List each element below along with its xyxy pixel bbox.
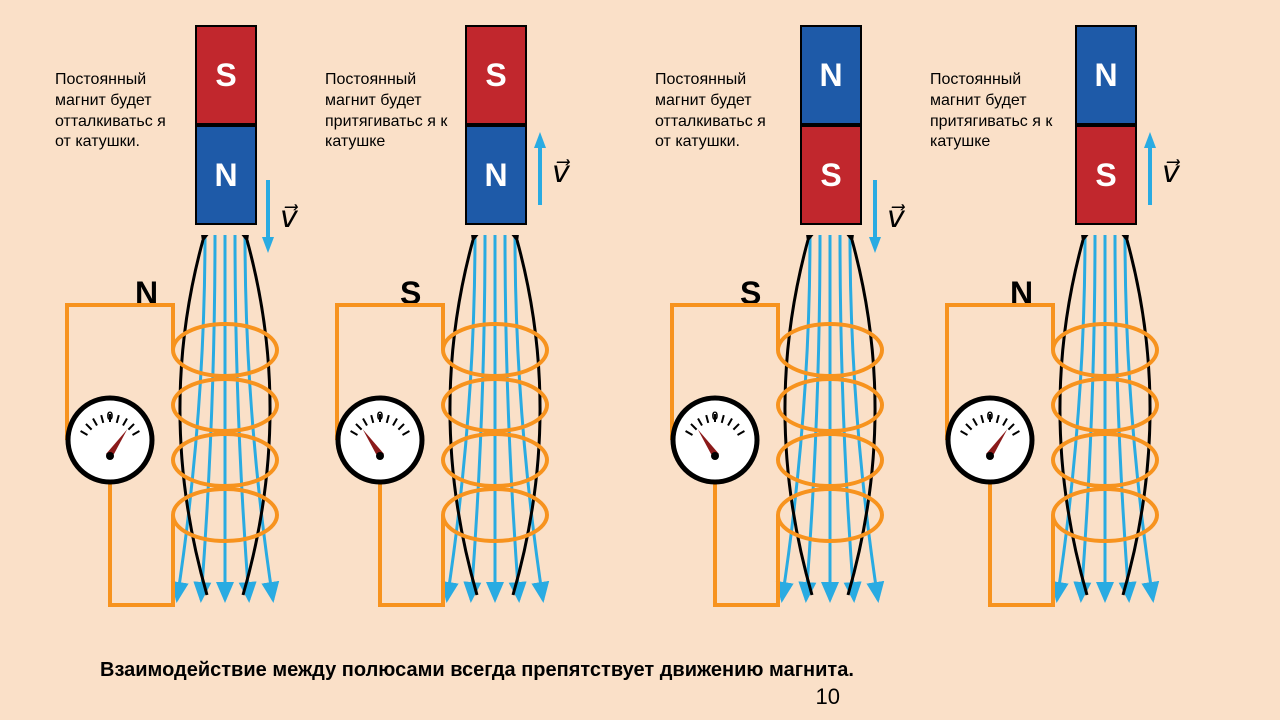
svg-text:0: 0: [712, 409, 719, 423]
bar-magnet: SN: [465, 25, 527, 225]
coil-assembly: 0: [935, 235, 1195, 655]
magnet-pole-bottom: S: [1075, 125, 1137, 225]
svg-text:0: 0: [377, 409, 384, 423]
magnet-pole-top: S: [465, 25, 527, 125]
coil-assembly: 0: [325, 235, 585, 655]
svg-text:0: 0: [987, 409, 994, 423]
page-number: 10: [816, 684, 840, 710]
magnet-pole-bottom: N: [465, 125, 527, 225]
velocity-label: v⃗: [887, 200, 905, 235]
scenario-caption: Постоянный магнит будет отталкиватьс я о…: [655, 70, 785, 153]
coil-assembly: 0: [55, 235, 315, 655]
velocity-label: v⃗: [280, 200, 298, 235]
footer-caption: Взаимодействие между полюсами всегда пре…: [100, 659, 854, 682]
bar-magnet: SN: [195, 25, 257, 225]
velocity-label: v⃗: [1162, 155, 1180, 190]
svg-text:0: 0: [107, 409, 114, 423]
magnet-pole-bottom: N: [195, 125, 257, 225]
bar-magnet: NS: [800, 25, 862, 225]
magnet-pole-bottom: S: [800, 125, 862, 225]
magnet-pole-top: S: [195, 25, 257, 125]
magnet-pole-top: N: [1075, 25, 1137, 125]
coil-assembly: 0: [660, 235, 920, 655]
scenario-caption: Постоянный магнит будет притягиватьс я к…: [325, 70, 455, 153]
scenario-caption: Постоянный магнит будет притягиватьс я к…: [930, 70, 1060, 153]
scenario-caption: Постоянный магнит будет отталкиватьс я о…: [55, 70, 185, 153]
bar-magnet: NS: [1075, 25, 1137, 225]
velocity-label: v⃗: [552, 155, 570, 190]
magnet-pole-top: N: [800, 25, 862, 125]
